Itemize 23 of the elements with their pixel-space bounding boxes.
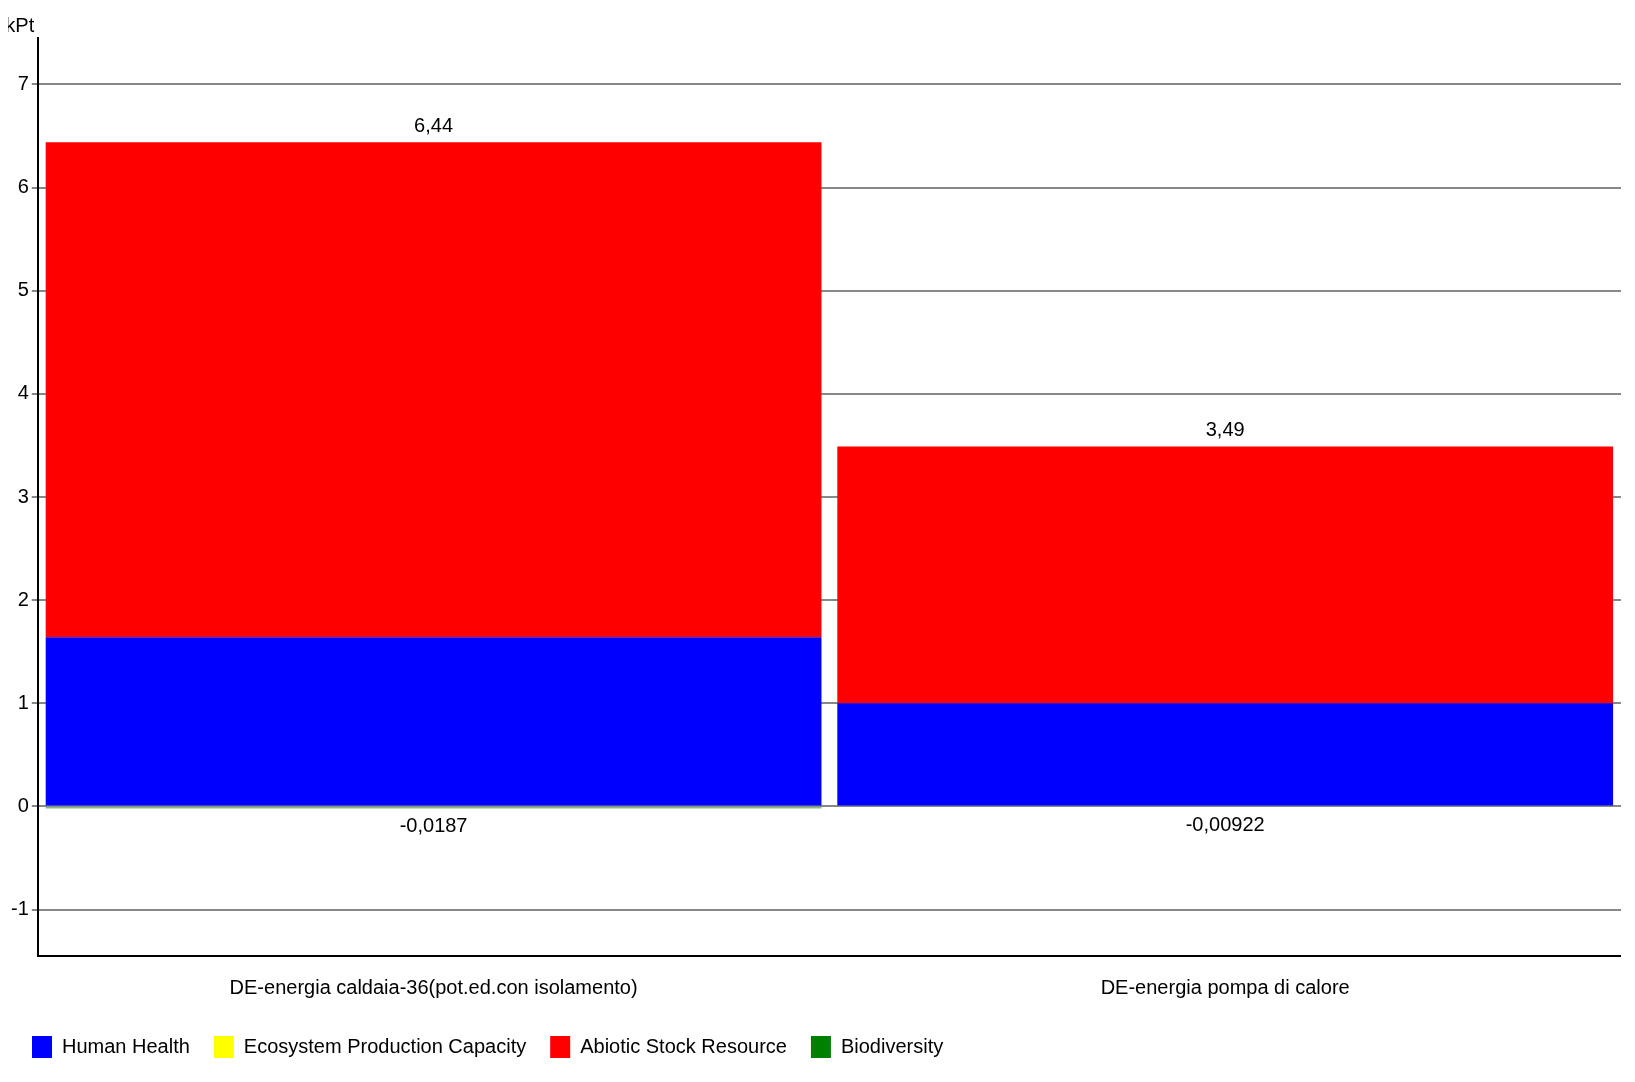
legend-label: Biodiversity <box>840 1034 944 1057</box>
y-tick-label: 2 <box>17 587 29 610</box>
bar <box>837 703 1614 806</box>
y-tick-label: 4 <box>17 381 29 404</box>
y-tick-label: 3 <box>17 484 29 507</box>
legend-label: Abiotic Stock Resource <box>580 1034 787 1057</box>
bar <box>45 142 822 638</box>
legend-label: Human Health <box>62 1034 190 1057</box>
legend-label: Ecosystem Production Capacity <box>243 1034 527 1057</box>
y-tick-label: 0 <box>17 793 29 816</box>
y-tick-label: -1 <box>10 897 29 920</box>
y-tick-label: 1 <box>17 690 29 713</box>
y-tick-label: 5 <box>17 278 29 301</box>
total-label: 3,49 <box>1205 417 1245 440</box>
bar <box>45 637 822 806</box>
data-label: -0,00922 <box>1185 812 1265 835</box>
bar <box>837 446 1614 704</box>
x-tick-label: DE-energia caldaia-36(pot.ed.con isolamento) <box>229 975 638 998</box>
y-tick-label: 6 <box>17 175 29 198</box>
x-tick-label: DE-energia pompa di calore <box>1100 975 1350 998</box>
y-tick-label: 7 <box>17 71 29 94</box>
total-label: 6,44 <box>414 113 454 136</box>
data-label: -0,0187 <box>399 813 468 836</box>
